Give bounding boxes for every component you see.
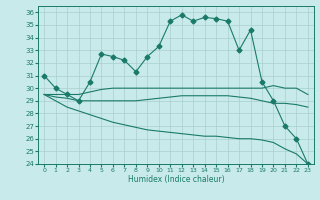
X-axis label: Humidex (Indice chaleur): Humidex (Indice chaleur) (128, 175, 224, 184)
